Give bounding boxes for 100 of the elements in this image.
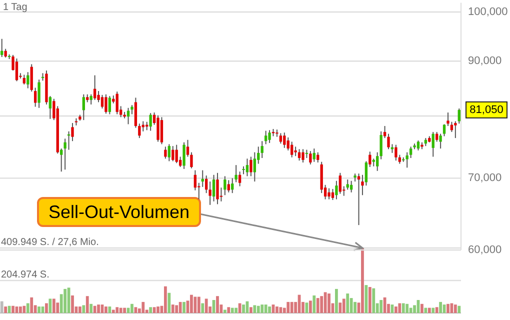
ref-line-label: 204.974 S.	[1, 270, 50, 280]
bar	[428, 308, 431, 313]
bar	[45, 303, 48, 313]
bar	[149, 307, 152, 313]
bar	[372, 288, 376, 313]
bar	[380, 300, 383, 313]
bar	[164, 286, 167, 313]
bar	[361, 248, 364, 313]
candlestick	[182, 142, 186, 170]
candlestick	[283, 132, 286, 148]
bar	[286, 302, 290, 313]
bar	[394, 306, 398, 313]
bar	[342, 298, 346, 313]
bar	[4, 306, 8, 313]
y-tick-label: 70,000	[468, 172, 502, 184]
bar	[279, 307, 282, 313]
bar	[276, 306, 278, 313]
candlestick	[116, 91, 118, 115]
candlestick	[394, 144, 398, 162]
candlestick	[246, 158, 249, 177]
candlestick	[406, 152, 408, 168]
candlestick	[328, 188, 330, 200]
bar	[432, 308, 435, 313]
candlestick	[338, 172, 342, 194]
bar	[86, 296, 89, 313]
bar	[12, 306, 14, 313]
bar	[234, 308, 238, 313]
y-tick-label: 90,000	[468, 55, 502, 68]
bar	[328, 294, 330, 313]
bar	[48, 298, 52, 313]
bar	[250, 307, 252, 313]
candlestick	[442, 124, 446, 137]
candlestick	[294, 146, 297, 157]
candlestick	[194, 170, 197, 191]
bar	[19, 306, 22, 313]
bar	[346, 294, 350, 313]
bar	[156, 306, 160, 313]
candlestick	[64, 138, 66, 170]
bar	[424, 308, 428, 313]
candlestick	[250, 156, 252, 177]
bar	[116, 307, 119, 313]
bar	[97, 304, 100, 313]
candlestick	[26, 72, 30, 89]
bar	[242, 304, 245, 313]
candlestick	[108, 96, 112, 115]
price-tag: 81,050	[466, 101, 508, 118]
bar	[402, 303, 405, 313]
bar	[253, 305, 256, 313]
bar	[335, 288, 338, 313]
bar	[182, 302, 186, 313]
candlestick	[331, 188, 334, 200]
candlestick	[435, 131, 438, 142]
candlestick	[253, 152, 256, 182]
bar	[439, 302, 442, 313]
annotation: Sell-Out-Volumen	[48, 202, 190, 222]
candlestick	[0, 38, 4, 58]
bar	[38, 306, 40, 313]
candlestick	[164, 146, 167, 160]
candlestick	[409, 146, 412, 158]
bar	[230, 308, 234, 313]
bar	[290, 302, 294, 313]
bar	[420, 304, 424, 313]
bar	[71, 295, 74, 313]
candlestick	[149, 112, 152, 132]
candlestick	[34, 87, 37, 108]
bar	[260, 304, 264, 313]
bar	[93, 306, 96, 313]
bar	[26, 303, 30, 313]
candlestick	[172, 146, 174, 162]
bar	[142, 302, 145, 313]
bar	[22, 306, 26, 313]
candlestick	[104, 94, 108, 114]
bar	[197, 296, 200, 313]
bar	[64, 288, 67, 313]
candlestick	[227, 180, 230, 193]
candlestick	[416, 140, 420, 151]
bar	[130, 304, 134, 313]
bar	[406, 304, 409, 313]
candlestick	[204, 175, 208, 194]
candlestick	[186, 139, 190, 158]
bar	[324, 292, 327, 313]
candlestick	[212, 174, 216, 202]
candlestick	[231, 178, 234, 194]
candlestick	[357, 173, 360, 226]
bar	[364, 285, 368, 313]
candlestick	[160, 116, 164, 145]
bar	[108, 306, 112, 313]
y-tick-label: 100,000	[468, 6, 508, 18]
bar	[454, 304, 457, 313]
bar	[78, 306, 82, 313]
bar	[227, 307, 230, 313]
bar	[104, 306, 108, 313]
candlestick	[22, 74, 26, 85]
bar	[435, 307, 438, 313]
bar	[175, 305, 178, 313]
bar	[90, 304, 93, 313]
candlestick	[175, 144, 178, 164]
y-tick-label: 60,000	[468, 244, 502, 256]
candlestick	[15, 58, 18, 82]
candlestick	[432, 131, 434, 158]
